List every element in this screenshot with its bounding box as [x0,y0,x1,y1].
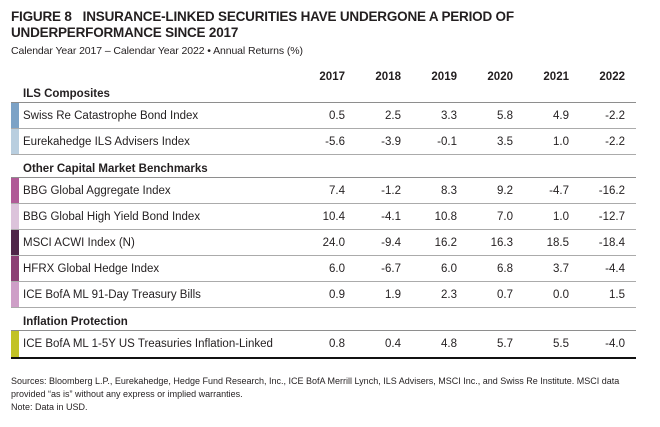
return-value: 2.3 [441,288,457,301]
figure-title: FIGURE 8 INSURANCE-LINKED SECURITIES HAVE… [11,9,559,41]
return-value: 16.2 [434,236,457,249]
year-column-header: 2019 [431,71,457,83]
return-value: 6.8 [497,262,513,275]
return-value: 5.7 [497,338,513,350]
year-column-header: 2018 [375,71,401,83]
return-value: 0.8 [329,338,345,350]
return-value: 0.7 [497,288,513,301]
returns-table: 2017 2018 2019 2020 2021 2022 ILS Composites Sw… [11,69,636,359]
row-color-swatch [11,331,19,357]
row-color-swatch [11,256,19,281]
year-header-row: 2017 2018 2019 2020 2021 2022 [11,69,636,86]
return-value: 3.5 [497,135,513,148]
return-value: 3.3 [441,109,457,122]
row-color-swatch [11,204,19,229]
return-value: -2.2 [605,135,625,148]
row-color-swatch [11,103,19,128]
return-value: 24.0 [322,236,345,249]
row-color-swatch [11,282,19,307]
return-value: -16.2 [598,184,625,197]
row-label: ICE BofA ML 1-5Y US Treasuries Inflation… [23,338,273,350]
return-value: 8.3 [441,184,457,197]
return-value: 3.7 [553,262,569,275]
row-label: HFRX Global Hedge Index [23,262,160,275]
return-value: -12.7 [598,210,625,223]
return-value: 1.9 [385,288,401,301]
section-header: ILS Composites [11,86,636,103]
return-value: 0.9 [329,288,345,301]
return-value: 5.8 [497,109,513,122]
return-value: 7.0 [497,210,513,223]
return-value: -6.7 [381,262,401,275]
row-label: BBG Global High Yield Bond Index [23,210,201,223]
figure-8-panel: FIGURE 8 INSURANCE-LINKED SECURITIES HAVE… [11,9,648,414]
table-row: BBG Global Aggregate Index 7.4 -1.2 8.3 9.2 -… [11,178,636,204]
figure-subtitle: Calendar Year 2017 – Calendar Year 2022 … [11,45,303,57]
section-header: Inflation Protection [11,314,636,331]
table-row: Swiss Re Catastrophe Bond Index 0.5 2.5 3.3… [11,103,636,129]
year-column-header: 2021 [543,71,569,83]
return-value: -9.4 [381,236,401,249]
return-value: 10.8 [434,210,457,223]
section-label: ILS Composites [23,88,110,100]
return-value: 2.5 [385,109,401,122]
return-value: 10.4 [322,210,345,223]
return-value: -4.1 [381,210,401,223]
return-value: 18.5 [546,236,569,249]
return-value: 5.5 [553,338,569,350]
table-row: HFRX Global Hedge Index 6.0 -6.7 6.0 6.8 3.7 -… [11,256,636,282]
return-value: 16.3 [490,236,513,249]
row-color-swatch [11,178,19,203]
return-value: -4.7 [549,184,569,197]
return-value: 0.4 [385,338,401,350]
return-value: 4.9 [553,109,569,122]
return-value: 4.8 [441,338,457,350]
table-row: ICE BofA ML 1-5Y US Treasuries Inflation… [11,331,636,357]
row-color-swatch [11,129,19,154]
row-color-swatch [11,230,19,255]
figure-footer: Sources: Bloomberg L.P., Eurekahedge, He… [11,375,647,414]
year-column-header: 2020 [487,71,513,83]
return-value: -2.2 [605,109,625,122]
table-row: BBG Global High Yield Bond Index 10.4 -4.1… [11,204,636,230]
table-row: MSCI ACWI Index (N) 24.0 -9.4 16.2 16.3 18.5 -… [11,230,636,256]
figure-number-label: FIGURE 8 [11,9,72,24]
return-value: 6.0 [329,262,345,275]
row-label: Eurekahedge ILS Advisers Index [23,135,190,148]
return-value: -5.6 [325,135,345,148]
row-label: Swiss Re Catastrophe Bond Index [23,109,199,122]
return-value: 9.2 [497,184,513,197]
return-value: 1.0 [553,210,569,223]
return-value: -4.4 [605,262,625,275]
year-column-header: 2022 [599,71,625,83]
section-label: Inflation Protection [23,316,128,328]
return-value: -0.1 [437,135,457,148]
return-value: 1.5 [609,288,625,301]
row-label: ICE BofA ML 91-Day Treasury Bills [23,288,201,301]
return-value: 0.0 [553,288,569,301]
row-label: MSCI ACWI Index (N) [23,236,135,249]
return-value: -18.4 [598,236,625,249]
return-value: 1.0 [553,135,569,148]
return-value: 7.4 [329,184,345,197]
return-value: -3.9 [381,135,401,148]
section-label: Other Capital Market Benchmarks [23,163,208,175]
section-header: Other Capital Market Benchmarks [11,161,636,178]
year-column-header: 2017 [319,71,345,83]
return-value: -1.2 [381,184,401,197]
note-text: Note: Data in USD. [11,402,88,412]
table-row: ICE BofA ML 91-Day Treasury Bills 0.9 1.9 2… [11,282,636,308]
figure-title-text: INSURANCE-LINKED SECURITIES HAVE UNDERGO… [11,9,514,40]
row-label: BBG Global Aggregate Index [23,184,171,197]
return-value: 6.0 [441,262,457,275]
sources-text: Sources: Bloomberg L.P., Eurekahedge, He… [11,376,620,399]
table-row: Eurekahedge ILS Advisers Index -5.6 -3.9 -0… [11,129,636,155]
return-value: -4.0 [605,338,625,350]
return-value: 0.5 [329,109,345,122]
figure-header: FIGURE 8 INSURANCE-LINKED SECURITIES HAVE… [11,9,648,57]
